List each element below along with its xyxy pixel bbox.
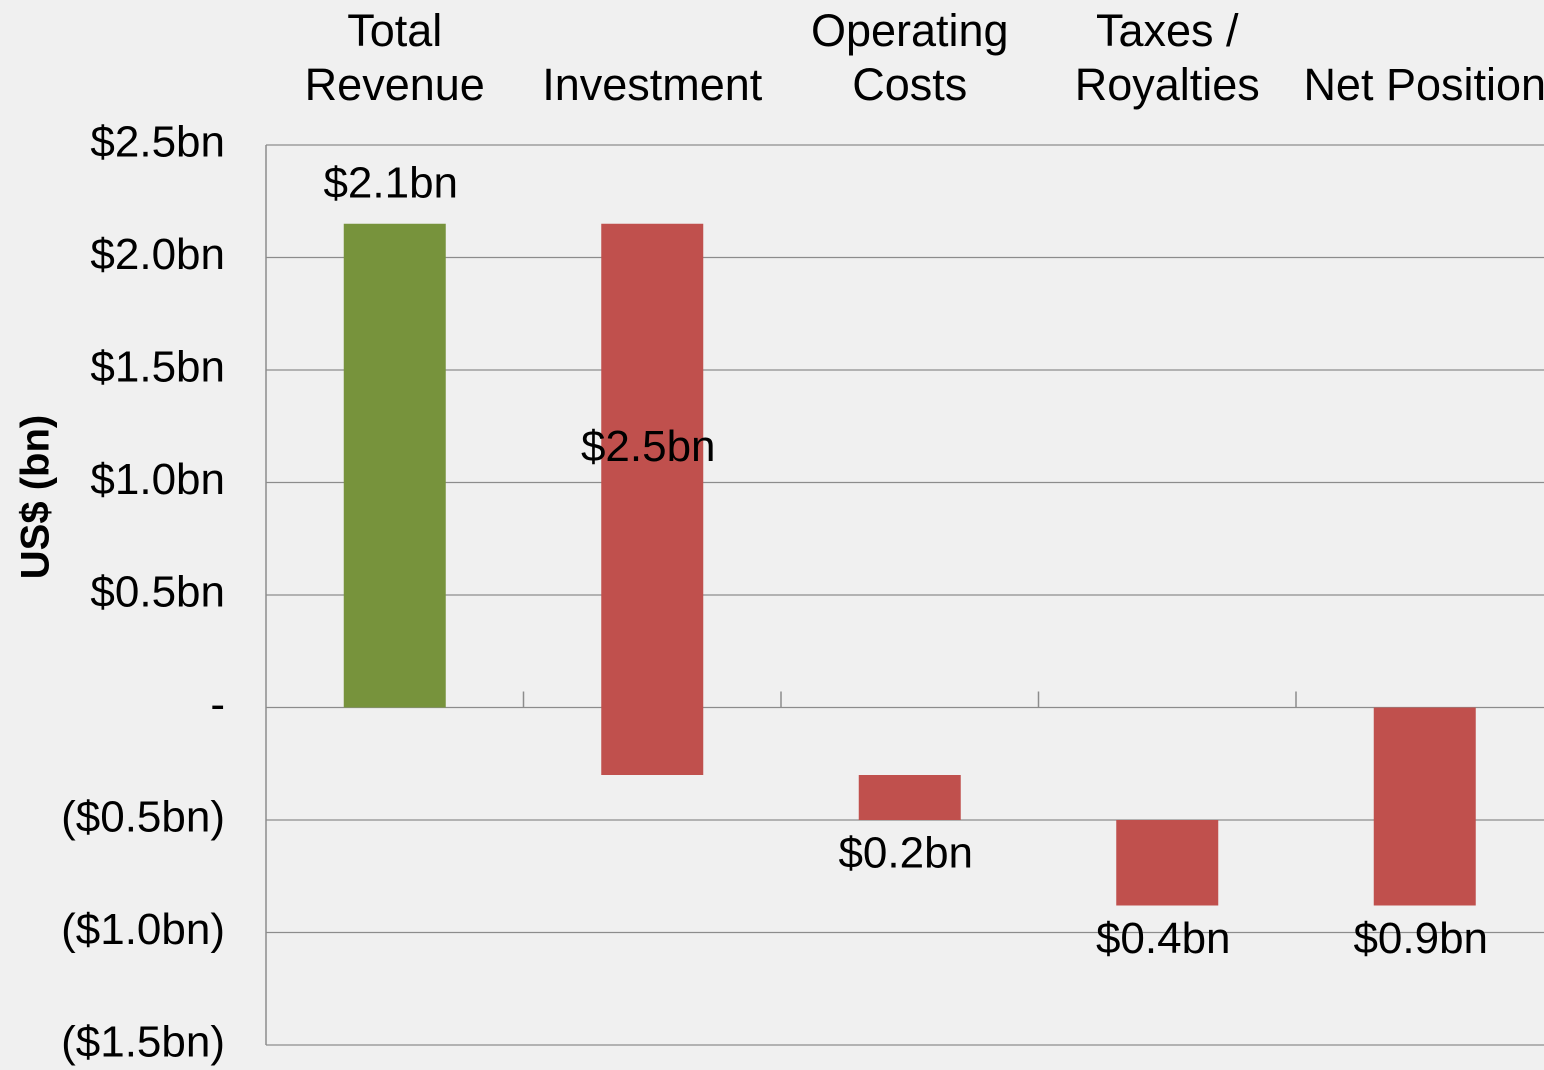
y-tick-label: $1.0bn	[90, 455, 225, 504]
data-label: $2.5bn	[581, 422, 716, 471]
data-label: $0.4bn	[1096, 914, 1231, 963]
data-label: $0.2bn	[838, 829, 973, 878]
bar	[601, 223, 704, 775]
category-label: Taxes / Royalties	[1074, 5, 1260, 110]
bar	[858, 775, 961, 820]
category-label: Operating Costs	[810, 5, 1009, 110]
bar	[1116, 820, 1219, 906]
category-label: Investment	[542, 59, 763, 110]
data-label: $2.1bn	[323, 158, 458, 207]
y-tick-label: $2.5bn	[90, 118, 225, 167]
y-tick-label: $0.5bn	[90, 568, 225, 617]
y-tick-label: ($0.5bn)	[61, 793, 225, 842]
y-tick-label: -	[210, 680, 225, 729]
y-tick-label: ($1.5bn)	[61, 1018, 225, 1067]
bar	[343, 223, 446, 708]
y-tick-label: ($1.0bn)	[61, 905, 225, 954]
y-tick-label: $2.0bn	[90, 230, 225, 279]
y-tick-label: $1.5bn	[90, 343, 225, 392]
category-label: Net Position	[1303, 59, 1544, 110]
data-label: $0.9bn	[1353, 914, 1488, 963]
bar	[1373, 707, 1476, 906]
category-label: Total Revenue	[304, 5, 485, 110]
y-axis-title: US$ (bn)	[14, 415, 58, 579]
